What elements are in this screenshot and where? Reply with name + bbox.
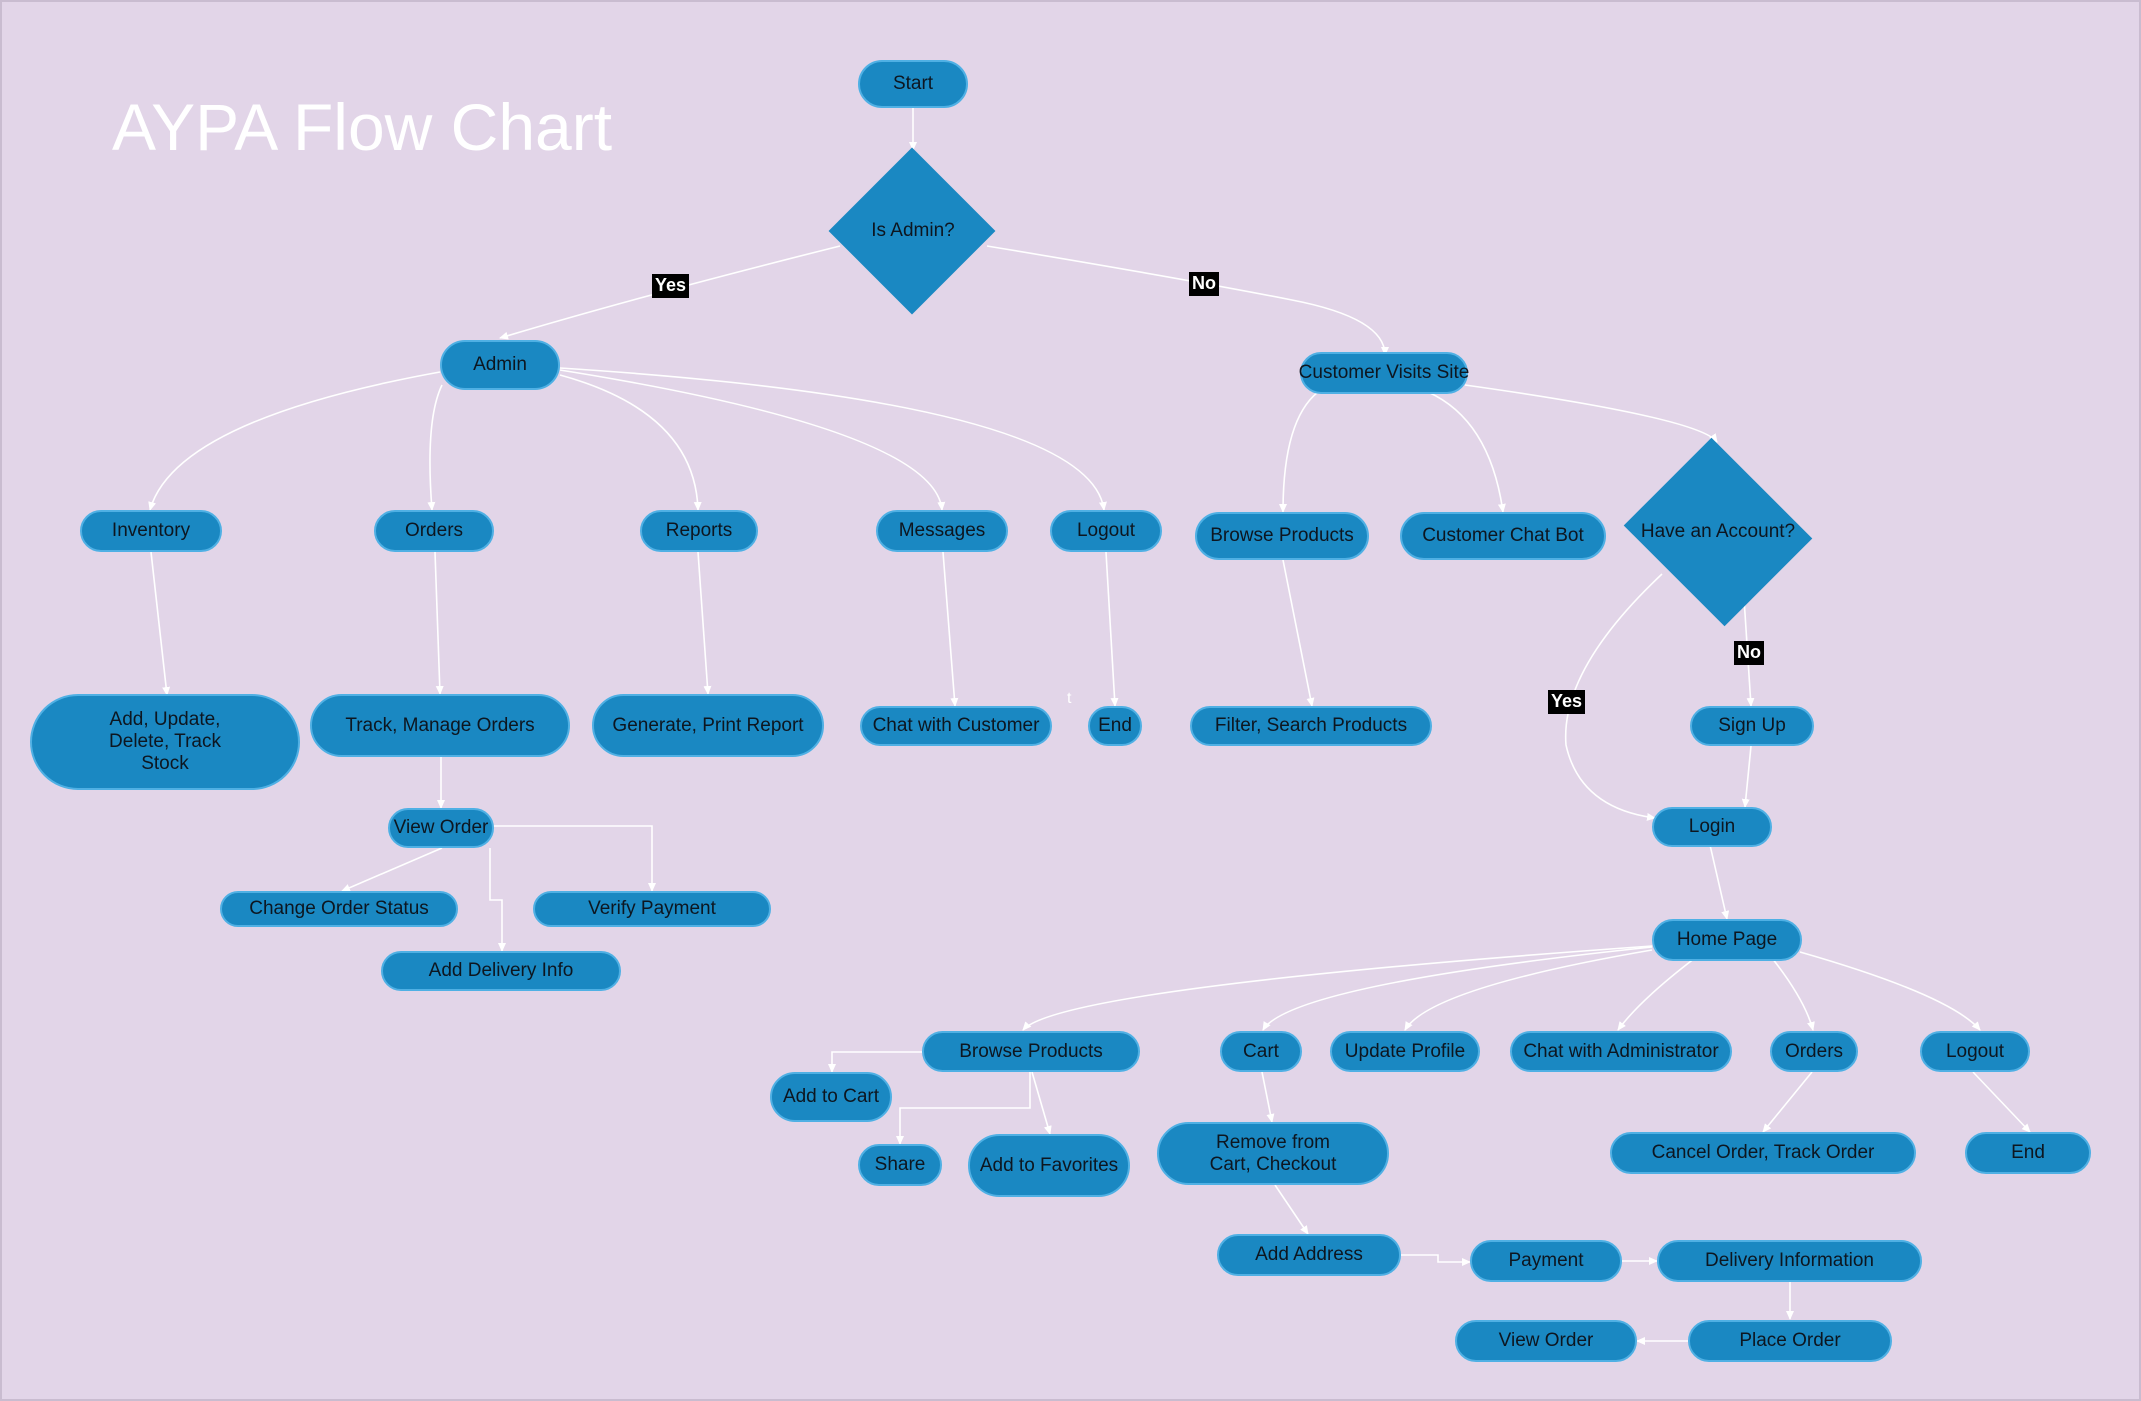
- node-browse-products-top[interactable]: Browse Products: [1195, 512, 1369, 560]
- node-browse-products-home[interactable]: Browse Products: [922, 1031, 1140, 1072]
- edge-vieworder-adddelivery: [489, 848, 506, 952]
- edge-home-cart: [1262, 946, 1653, 1031]
- edge-orders-cancel: [1762, 1071, 1813, 1133]
- decision-have-account-label: Have an Account?: [1640, 521, 1796, 542]
- edge-admin-orders: [427, 384, 443, 511]
- node-payment[interactable]: Payment: [1470, 1240, 1622, 1282]
- node-orders-admin[interactable]: Orders: [374, 510, 494, 552]
- edge-browse-favorites: [1031, 1071, 1052, 1135]
- node-inventory[interactable]: Inventory: [80, 510, 222, 552]
- node-reports[interactable]: Reports: [640, 510, 758, 552]
- edge-reports-generate: [697, 551, 712, 695]
- node-logout-admin[interactable]: Logout: [1050, 510, 1162, 552]
- node-add-to-favorites[interactable]: Add to Favorites: [968, 1134, 1130, 1197]
- edge-vieworder-verify: [494, 825, 656, 892]
- edge-address-payment: [1399, 1254, 1471, 1266]
- edge-home-orders: [1771, 957, 1815, 1031]
- node-customer-chat-bot[interactable]: Customer Chat Bot: [1400, 512, 1606, 560]
- node-logout-customer[interactable]: Logout: [1920, 1031, 2030, 1072]
- node-add-update-delete[interactable]: Add, Update, Delete, Track Stock: [30, 694, 300, 790]
- node-login[interactable]: Login: [1652, 807, 1772, 847]
- edge-label-account-no: No: [1734, 641, 1764, 665]
- node-end-admin[interactable]: End: [1088, 706, 1142, 746]
- edge-cart-remove: [1261, 1071, 1275, 1123]
- node-end-customer[interactable]: End: [1965, 1132, 2091, 1174]
- node-remove-from-cart[interactable]: Remove from Cart, Checkout: [1157, 1122, 1389, 1185]
- node-start[interactable]: Start: [858, 60, 968, 108]
- decision-have-account[interactable]: Have an Account?: [1614, 437, 1822, 627]
- node-admin[interactable]: Admin: [440, 340, 560, 390]
- node-home-page[interactable]: Home Page: [1652, 919, 1802, 961]
- node-add-to-cart[interactable]: Add to Cart: [770, 1072, 892, 1122]
- edge-label-admin-yes: Yes: [652, 274, 690, 298]
- node-add-address[interactable]: Add Address: [1217, 1234, 1401, 1276]
- edge-home-updateprofile: [1404, 949, 1653, 1031]
- node-view-order-admin[interactable]: View Order: [388, 808, 494, 848]
- node-verify-payment[interactable]: Verify Payment: [533, 891, 771, 927]
- edge-home-logout: [1799, 951, 1981, 1031]
- node-chat-with-customer[interactable]: Chat with Customer: [860, 706, 1052, 746]
- node-share[interactable]: Share: [858, 1144, 942, 1186]
- edge-customer-chatbot: [1427, 391, 1506, 513]
- node-place-order[interactable]: Place Order: [1688, 1320, 1892, 1362]
- edge-messages-chat: [942, 551, 959, 707]
- node-filter-search-products[interactable]: Filter, Search Products: [1190, 706, 1432, 746]
- edge-label-admin-no: No: [1189, 272, 1219, 296]
- node-add-delivery-info[interactable]: Add Delivery Info: [381, 951, 621, 991]
- edge-customer-account: [1464, 384, 1718, 443]
- node-cart[interactable]: Cart: [1220, 1031, 1302, 1072]
- edge-orders-track: [434, 551, 444, 695]
- edge-browse-share: [896, 1072, 1031, 1145]
- node-messages[interactable]: Messages: [876, 510, 1008, 552]
- edge-remove-addaddress: [1274, 1184, 1309, 1235]
- node-orders-customer[interactable]: Orders: [1770, 1031, 1858, 1072]
- edge-home-chatadmin: [1617, 957, 1696, 1031]
- node-change-order-status[interactable]: Change Order Status: [220, 891, 458, 927]
- edge-customer-browse: [1279, 391, 1319, 513]
- edge-logout-end: [1105, 551, 1119, 707]
- edge-vieworder-changestatus: [341, 847, 443, 892]
- node-sign-up[interactable]: Sign Up: [1690, 706, 1814, 746]
- edge-label-account-yes: Yes: [1548, 690, 1586, 714]
- node-delivery-information[interactable]: Delivery Information: [1657, 1240, 1922, 1282]
- edge-login-homepage: [1709, 844, 1730, 920]
- node-view-order-customer[interactable]: View Order: [1455, 1320, 1637, 1362]
- node-generate-print-report[interactable]: Generate, Print Report: [592, 694, 824, 757]
- node-update-profile[interactable]: Update Profile: [1330, 1031, 1480, 1072]
- edge-browse-filter: [1282, 559, 1315, 707]
- node-customer-visits-site[interactable]: Customer Visits Site: [1299, 352, 1469, 394]
- edge-isadmin-customer: [986, 245, 1389, 356]
- decision-is-admin-label: Is Admin?: [871, 220, 955, 241]
- edge-inventory-addupdate: [150, 551, 171, 696]
- node-cancel-track-order[interactable]: Cancel Order, Track Order: [1610, 1132, 1916, 1174]
- stray-mark: t: [1067, 690, 1072, 707]
- edge-admin-reports: [559, 374, 702, 511]
- edge-signup-login: [1741, 745, 1752, 808]
- edge-account-login: [1564, 573, 1663, 821]
- edge-logout-end-customer: [1972, 1071, 2031, 1133]
- edge-home-browse: [1022, 945, 1653, 1031]
- edge-admin-inventory: [148, 371, 441, 511]
- edge-admin-messages: [559, 369, 946, 511]
- diagram-title: AYPA Flow Chart: [112, 90, 613, 164]
- node-chat-with-administrator[interactable]: Chat with Administrator: [1510, 1031, 1732, 1072]
- node-track-manage-orders[interactable]: Track, Manage Orders: [310, 694, 570, 757]
- decision-is-admin[interactable]: Is Admin?: [828, 147, 997, 315]
- edge-browse-addtocart: [828, 1051, 922, 1073]
- edge-admin-logout: [559, 367, 1107, 511]
